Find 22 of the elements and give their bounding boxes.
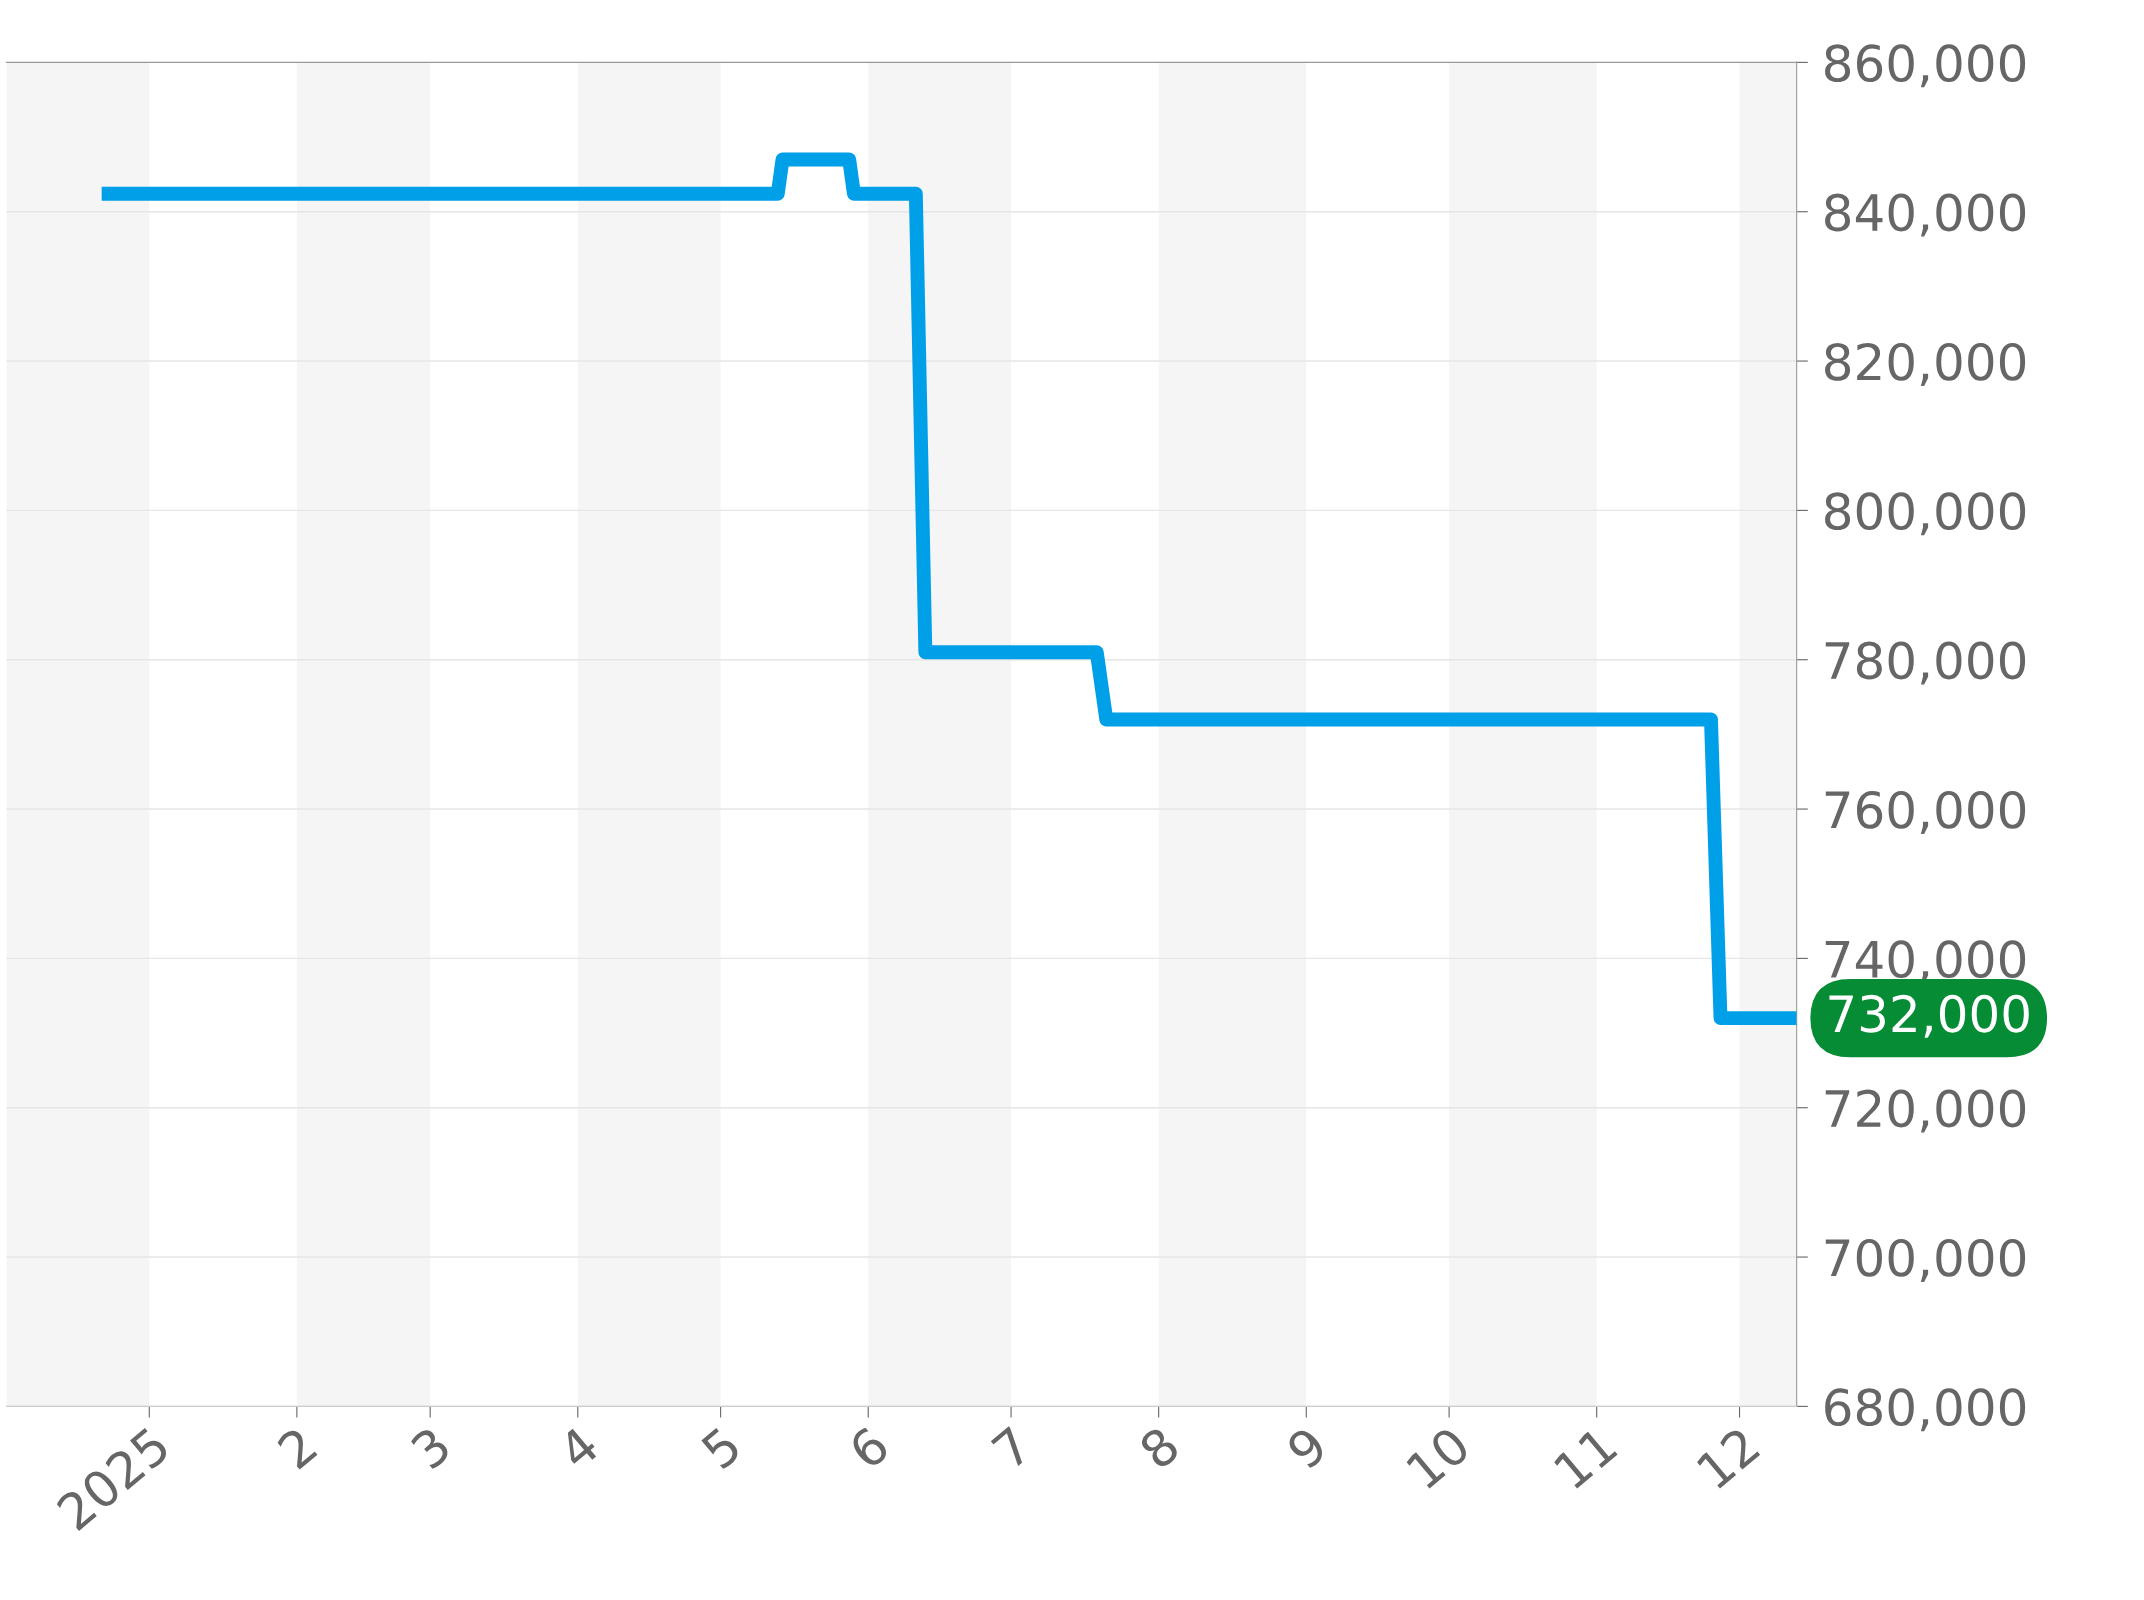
y-tick-label: 720,000 (1825, 1089, 2026, 1133)
x-tick-label: 2 (275, 1426, 318, 1470)
y-tick-label: 840,000 (1825, 193, 2026, 237)
y-tick-label: 740,000 (1825, 940, 2026, 984)
y-tick-label: 860,000 (1825, 44, 2026, 88)
x-tick-label: 5 (700, 1426, 743, 1470)
x-tick-label: 11 (1553, 1426, 1618, 1489)
y-tick-label: 820,000 (1825, 342, 2026, 386)
x-tick-label: 6 (847, 1425, 891, 1471)
y-tick-label: 780,000 (1825, 641, 2026, 685)
x-tick-label: 4 (556, 1425, 601, 1471)
x-tick-label: 7 (990, 1426, 1033, 1470)
x-tick-label: 9 (1284, 1425, 1329, 1471)
y-tick-label: 700,000 (1825, 1238, 2026, 1282)
x-tick-label: 3 (409, 1425, 452, 1471)
x-tick-label: 10 (1405, 1425, 1472, 1490)
y-tick-label: 680,000 (1825, 1388, 2026, 1432)
x-tick-label: 8 (1137, 1425, 1181, 1471)
y-tick-label: 800,000 (1825, 492, 2026, 536)
y-tick-label: 760,000 (1825, 790, 2026, 834)
x-tick-label: 12 (1695, 1426, 1761, 1489)
annotation: 732,000 (1829, 994, 2029, 1038)
